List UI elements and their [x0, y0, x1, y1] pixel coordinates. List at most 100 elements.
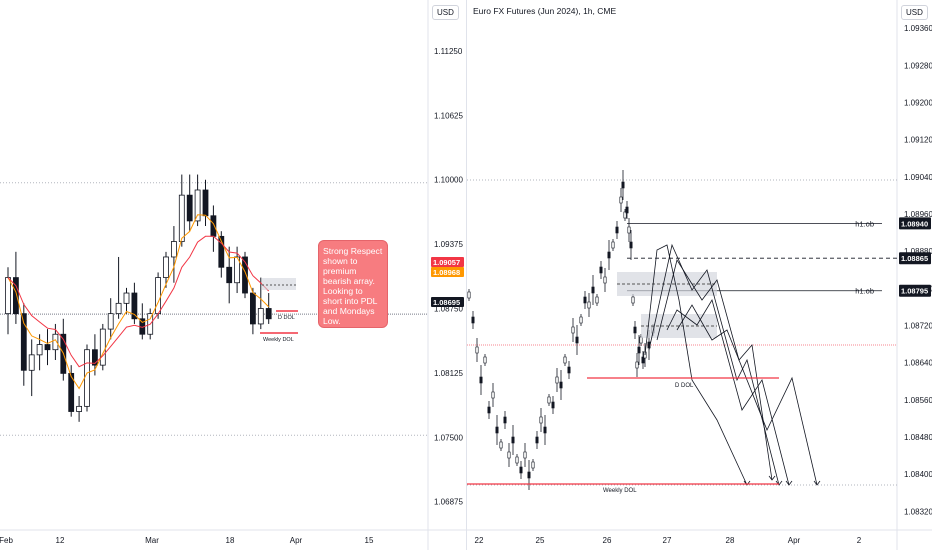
price-tag-label: 1.08695	[433, 298, 460, 307]
candle-body	[527, 471, 531, 479]
d-dol-label: D DOL	[675, 383, 694, 389]
x-tick-label: 15	[365, 536, 374, 545]
candle-body	[475, 346, 479, 354]
candle-body	[226, 266, 233, 284]
price-tag-label: 1.08968	[433, 268, 460, 277]
left-chart-pane[interactable]: 1.11250 1.10625 1.10000 1.09375 1.08750 1.081…	[0, 0, 466, 550]
candle-body	[579, 316, 583, 324]
weekly-dol-label: Weekly DOL	[263, 337, 294, 343]
candle-body	[131, 292, 138, 320]
candle-body	[629, 241, 633, 249]
candle-body	[186, 194, 193, 222]
candle-body	[92, 349, 98, 366]
candle-body	[595, 296, 599, 304]
candle-body	[76, 405, 82, 412]
candle-body	[194, 189, 201, 222]
candle-body	[625, 206, 629, 214]
candle-body	[567, 366, 571, 374]
candle-body	[621, 181, 625, 189]
projection-path	[676, 304, 818, 486]
y-tick-label: 1.08750	[434, 304, 463, 313]
candle-body	[559, 381, 563, 389]
candle-body	[178, 194, 185, 242]
candle-body	[202, 189, 209, 217]
candle-body	[12, 277, 19, 315]
projection-path	[666, 298, 790, 486]
y-tick-label: 1.08400	[904, 470, 932, 479]
x-tick-label: Apr	[290, 536, 303, 545]
candle-body	[615, 226, 619, 234]
projection-arrowhead	[813, 480, 821, 486]
x-tick-label: 22	[475, 536, 484, 545]
candle-body	[491, 391, 495, 399]
candle-body	[563, 356, 567, 364]
price-tag-label: 1.08940	[901, 219, 928, 228]
right-chart-pane[interactable]: 1.09360 1.09280 1.09200 1.09120 1.09040 1.089…	[466, 0, 932, 550]
candle-body	[210, 215, 217, 237]
candle-body	[555, 376, 559, 384]
y-tick-label: 1.10000	[434, 176, 463, 185]
candle-body	[68, 372, 75, 412]
price-tag	[899, 252, 931, 265]
candle-body	[607, 251, 611, 259]
candle-body	[503, 416, 507, 424]
candle-body	[571, 326, 575, 334]
y-tick-label: 1.08960	[904, 210, 932, 219]
currency-button[interactable]: USD	[901, 5, 928, 20]
d-dol-label: D DOL	[278, 315, 295, 321]
candle-body	[515, 456, 519, 464]
x-tick-label: Apr	[788, 536, 801, 545]
x-tick-label: 26	[603, 536, 612, 545]
candle-body	[499, 441, 503, 449]
y-tick-label: 1.08640	[904, 359, 932, 368]
candle-body	[575, 336, 579, 344]
candle-body	[633, 326, 637, 334]
price-tag-label: 1.08795	[901, 287, 928, 296]
candle-body	[28, 354, 35, 371]
projection-path	[656, 258, 773, 481]
currency-button[interactable]: USD	[432, 5, 459, 20]
candle-body	[242, 256, 248, 294]
x-tick-label: 28	[726, 536, 735, 545]
y-tick-label: 1.08720	[904, 322, 932, 331]
h1-ob-bottom-label: h1.ob	[855, 287, 874, 296]
ema-slow-line	[7, 235, 270, 368]
y-tick-label: 1.08125	[434, 369, 463, 378]
candle-body	[218, 235, 225, 268]
candle-body	[507, 451, 511, 459]
candle-body	[84, 349, 90, 407]
candle-body	[583, 296, 587, 304]
x-tick-label: 27	[663, 536, 672, 545]
ema-fast-line	[7, 214, 270, 390]
candle-body	[591, 286, 595, 294]
candle-body	[599, 266, 603, 274]
candle-body	[257, 308, 264, 325]
projection-path	[644, 244, 748, 486]
candle-body	[20, 313, 27, 371]
candle-body	[479, 376, 483, 384]
candle-body	[587, 301, 591, 309]
right-chart-canvas[interactable]: 1.09360 1.09280 1.09200 1.09120 1.09040 1.089…	[467, 0, 932, 550]
candle-body	[547, 396, 551, 404]
candle-body	[163, 256, 169, 278]
candle-body	[99, 328, 106, 366]
candle-body	[519, 466, 523, 474]
y-tick-label: 1.09280	[904, 61, 932, 70]
x-tick-label: 12	[56, 536, 65, 545]
candle-body	[623, 211, 627, 219]
candle-body	[123, 292, 130, 304]
candle-body	[44, 344, 51, 351]
x-tick-label: Feb	[0, 536, 13, 545]
candle-body	[265, 308, 272, 320]
candle-body	[467, 291, 471, 299]
candle-body	[487, 406, 491, 414]
candle-body	[627, 226, 631, 234]
candle-body	[641, 356, 645, 364]
price-tag	[431, 297, 464, 307]
price-tag	[431, 257, 464, 267]
x-tick-label: 18	[226, 536, 235, 545]
y-tick-label: 1.09360	[904, 24, 932, 33]
y-tick-label: 1.09200	[904, 99, 932, 108]
left-chart-canvas[interactable]: 1.11250 1.10625 1.10000 1.09375 1.08750 1.081…	[0, 0, 466, 550]
candle-body	[539, 416, 543, 424]
